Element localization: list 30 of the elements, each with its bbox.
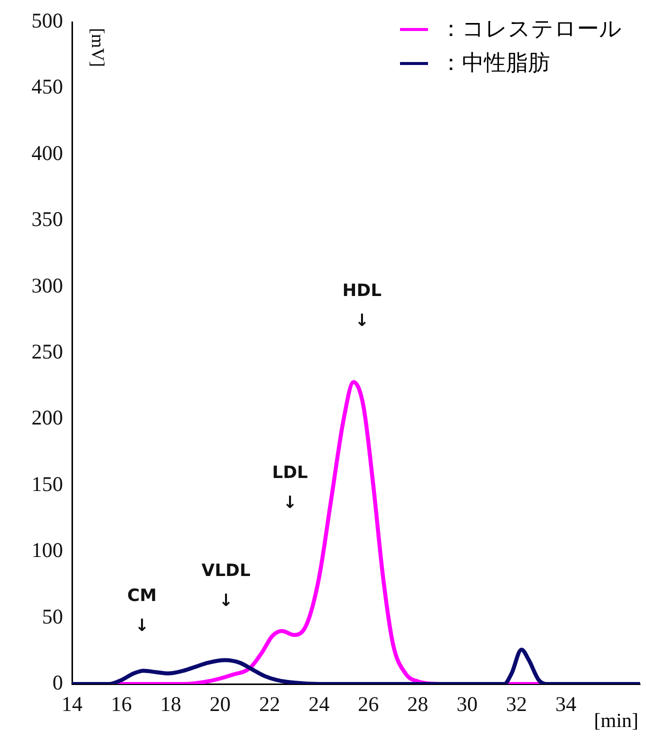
y-tick-label: 400 (32, 140, 63, 165)
y-tick-label: 450 (32, 74, 63, 99)
y-tick-label: 200 (32, 406, 63, 430)
x-tick-label: 24 (308, 692, 330, 716)
x-tick-label: 26 (358, 692, 379, 716)
y-tick-label: 100 (32, 538, 63, 562)
x-tick-label: 28 (407, 692, 428, 716)
y-axis-title: [mV] (87, 28, 108, 67)
y-tick-label: 250 (32, 340, 63, 364)
x-tick-label: 18 (160, 692, 182, 716)
y-tick-label: 150 (32, 472, 63, 496)
legend-label: ：中性脂肪 (440, 50, 550, 78)
annotation: LDL ↓ (272, 462, 308, 513)
legend-label: ：コレステロール (440, 16, 622, 44)
annotation: VLDL ↓ (202, 560, 251, 611)
x-tick-label: 30 (456, 692, 478, 716)
x-tick-label: 32 (506, 692, 528, 716)
x-tick-label: 22 (259, 692, 280, 716)
y-tick-label: 50 (42, 604, 63, 628)
y-tick-label: 350 (32, 207, 63, 232)
y-tick-label: 300 (32, 273, 63, 298)
x-tick-label: 14 (62, 692, 83, 716)
x-axis-title: [min] (594, 710, 638, 733)
x-tick-label: 16 (110, 692, 132, 716)
annotation: HDL ↓ (342, 280, 382, 331)
annotation: CM ↓ (127, 586, 157, 636)
x-tick-label: 34 (555, 692, 577, 716)
y-tick-label: 0 (52, 670, 63, 695)
x-tick-label: 20 (210, 692, 231, 716)
y-tick-label: 500 (32, 8, 63, 33)
